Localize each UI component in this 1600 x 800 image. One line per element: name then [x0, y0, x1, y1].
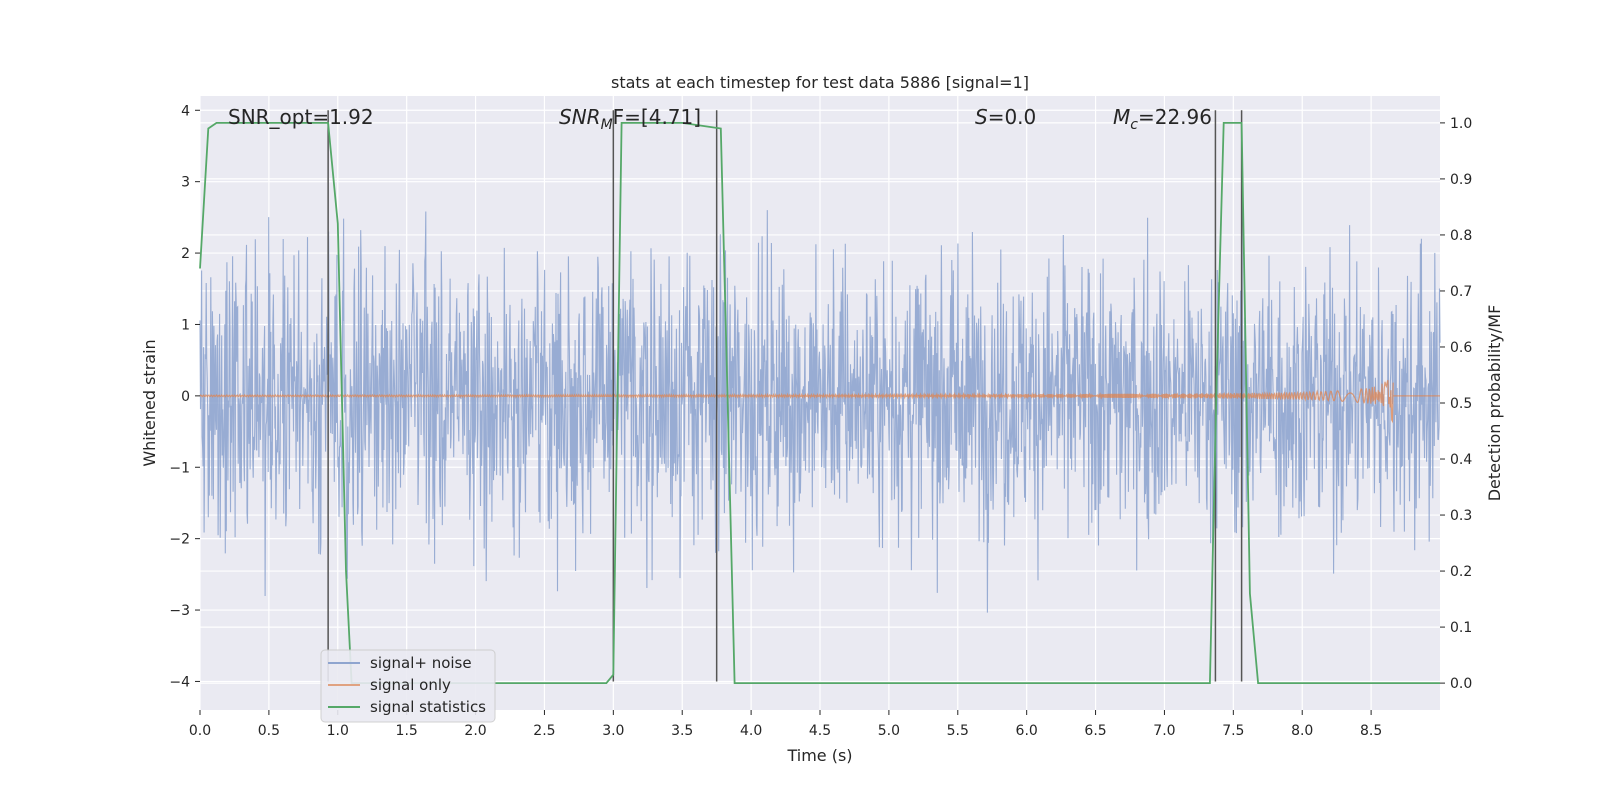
y-right-tick-label: 0.3 — [1450, 508, 1472, 524]
legend: signal+ noise signal only signal statist… — [320, 649, 496, 723]
annotation-snr-mf-rest: F=[4.71] — [613, 105, 701, 129]
y-left-tick-label: 2 — [181, 246, 190, 262]
grid — [199, 96, 1440, 710]
y-left-tick-label: −1 — [169, 460, 190, 476]
legend-label-signal-only: signal only — [370, 676, 451, 694]
annotation-s-stat-var: S — [975, 105, 988, 129]
legend-label-signal-noise: signal+ noise — [370, 654, 472, 672]
annotation-chirp-mass: Mc=22.96 — [1113, 105, 1212, 133]
y-right-tick-label: 0.2 — [1450, 564, 1472, 580]
noise-line — [199, 199, 1441, 613]
x-tick-label: 0.0 — [189, 723, 211, 739]
annotation-mc-base: M — [1113, 105, 1130, 129]
y-left-axis-label: Whitened strain — [140, 339, 159, 466]
chirp-line — [199, 379, 1394, 424]
annotation-snr-mf-sub: M — [601, 117, 613, 133]
y-right-axis-label: Detection probability/MF — [1485, 305, 1504, 502]
annotation-s-stat: S=0.0 — [975, 105, 1036, 129]
statistics-line — [199, 122, 1440, 684]
annotation-s-stat-rest: =0.0 — [988, 105, 1037, 129]
y-right-tick-label: 0.5 — [1450, 396, 1472, 412]
x-axis-label: Time (s) — [786, 746, 852, 765]
x-tick-label: 2.5 — [533, 723, 555, 739]
annotation-snr-mf: SNRMF=[4.71] — [559, 105, 701, 133]
legend-box — [320, 649, 496, 723]
x-tick-label: 3.5 — [671, 723, 693, 739]
y-left-tick-label: −3 — [169, 603, 190, 619]
annotation-mc-sub: c — [1130, 117, 1138, 133]
signal-only-series — [199, 379, 1440, 424]
y-left-tick-label: 0 — [181, 389, 190, 405]
x-tick-label: 1.5 — [396, 723, 418, 739]
y-right-tick-label: 0.7 — [1450, 284, 1472, 300]
x-axis-ticks: 0.0 0.5 1.0 1.5 2.0 2.5 3.0 3.5 4.0 4.5 5.0 5.5 6.0 6… — [189, 710, 1382, 739]
noise-series — [199, 199, 1441, 613]
annotation-snr-opt: SNR_opt=1.92 — [228, 105, 374, 129]
x-tick-label: 3.0 — [602, 723, 624, 739]
y-left-tick-label: 1 — [181, 317, 190, 333]
marker-lines — [327, 110, 1243, 682]
y-right-axis-ticks: 0.0 0.1 0.2 0.3 0.4 0.5 0.6 0.7 0.8 0.9 1.0 — [1440, 116, 1472, 692]
x-tick-label: 0.5 — [258, 723, 280, 739]
y-left-tick-label: −4 — [169, 674, 190, 690]
x-tick-label: 1.0 — [327, 723, 349, 739]
x-tick-label: 8.0 — [1291, 723, 1313, 739]
y-right-tick-label: 0.8 — [1450, 228, 1472, 244]
signal-statistics-series — [199, 122, 1440, 684]
x-tick-label: 7.5 — [1222, 723, 1244, 739]
y-left-tick-label: −2 — [169, 532, 190, 548]
y-right-tick-label: 0.4 — [1450, 452, 1472, 468]
x-tick-label: 5.5 — [947, 723, 969, 739]
y-right-tick-label: 0.6 — [1450, 340, 1472, 356]
x-tick-label: 2.0 — [464, 723, 486, 739]
chart-title: stats at each timestep for test data 588… — [611, 73, 1029, 92]
annotation-snr-mf-base: SNR — [559, 105, 601, 129]
x-tick-label: 4.0 — [740, 723, 762, 739]
y-left-tick-label: 4 — [181, 103, 190, 119]
x-tick-label: 6.0 — [1016, 723, 1038, 739]
x-tick-label: 5.0 — [878, 723, 900, 739]
y-left-tick-label: 3 — [181, 175, 190, 191]
y-right-tick-label: 1.0 — [1450, 116, 1472, 132]
y-right-tick-label: 0.9 — [1450, 172, 1472, 188]
x-tick-label: 6.5 — [1084, 723, 1106, 739]
y-right-tick-label: 0.0 — [1450, 676, 1472, 692]
y-left-axis-ticks: −4 −3 −2 −1 0 1 2 3 4 — [169, 103, 200, 690]
annotation-mc-rest: =22.96 — [1138, 105, 1212, 129]
y-right-tick-label: 0.1 — [1450, 620, 1472, 636]
x-tick-label: 7.0 — [1153, 723, 1175, 739]
x-tick-label: 4.5 — [809, 723, 831, 739]
legend-label-signal-statistics: signal statistics — [370, 698, 486, 716]
x-tick-label: 8.5 — [1360, 723, 1382, 739]
